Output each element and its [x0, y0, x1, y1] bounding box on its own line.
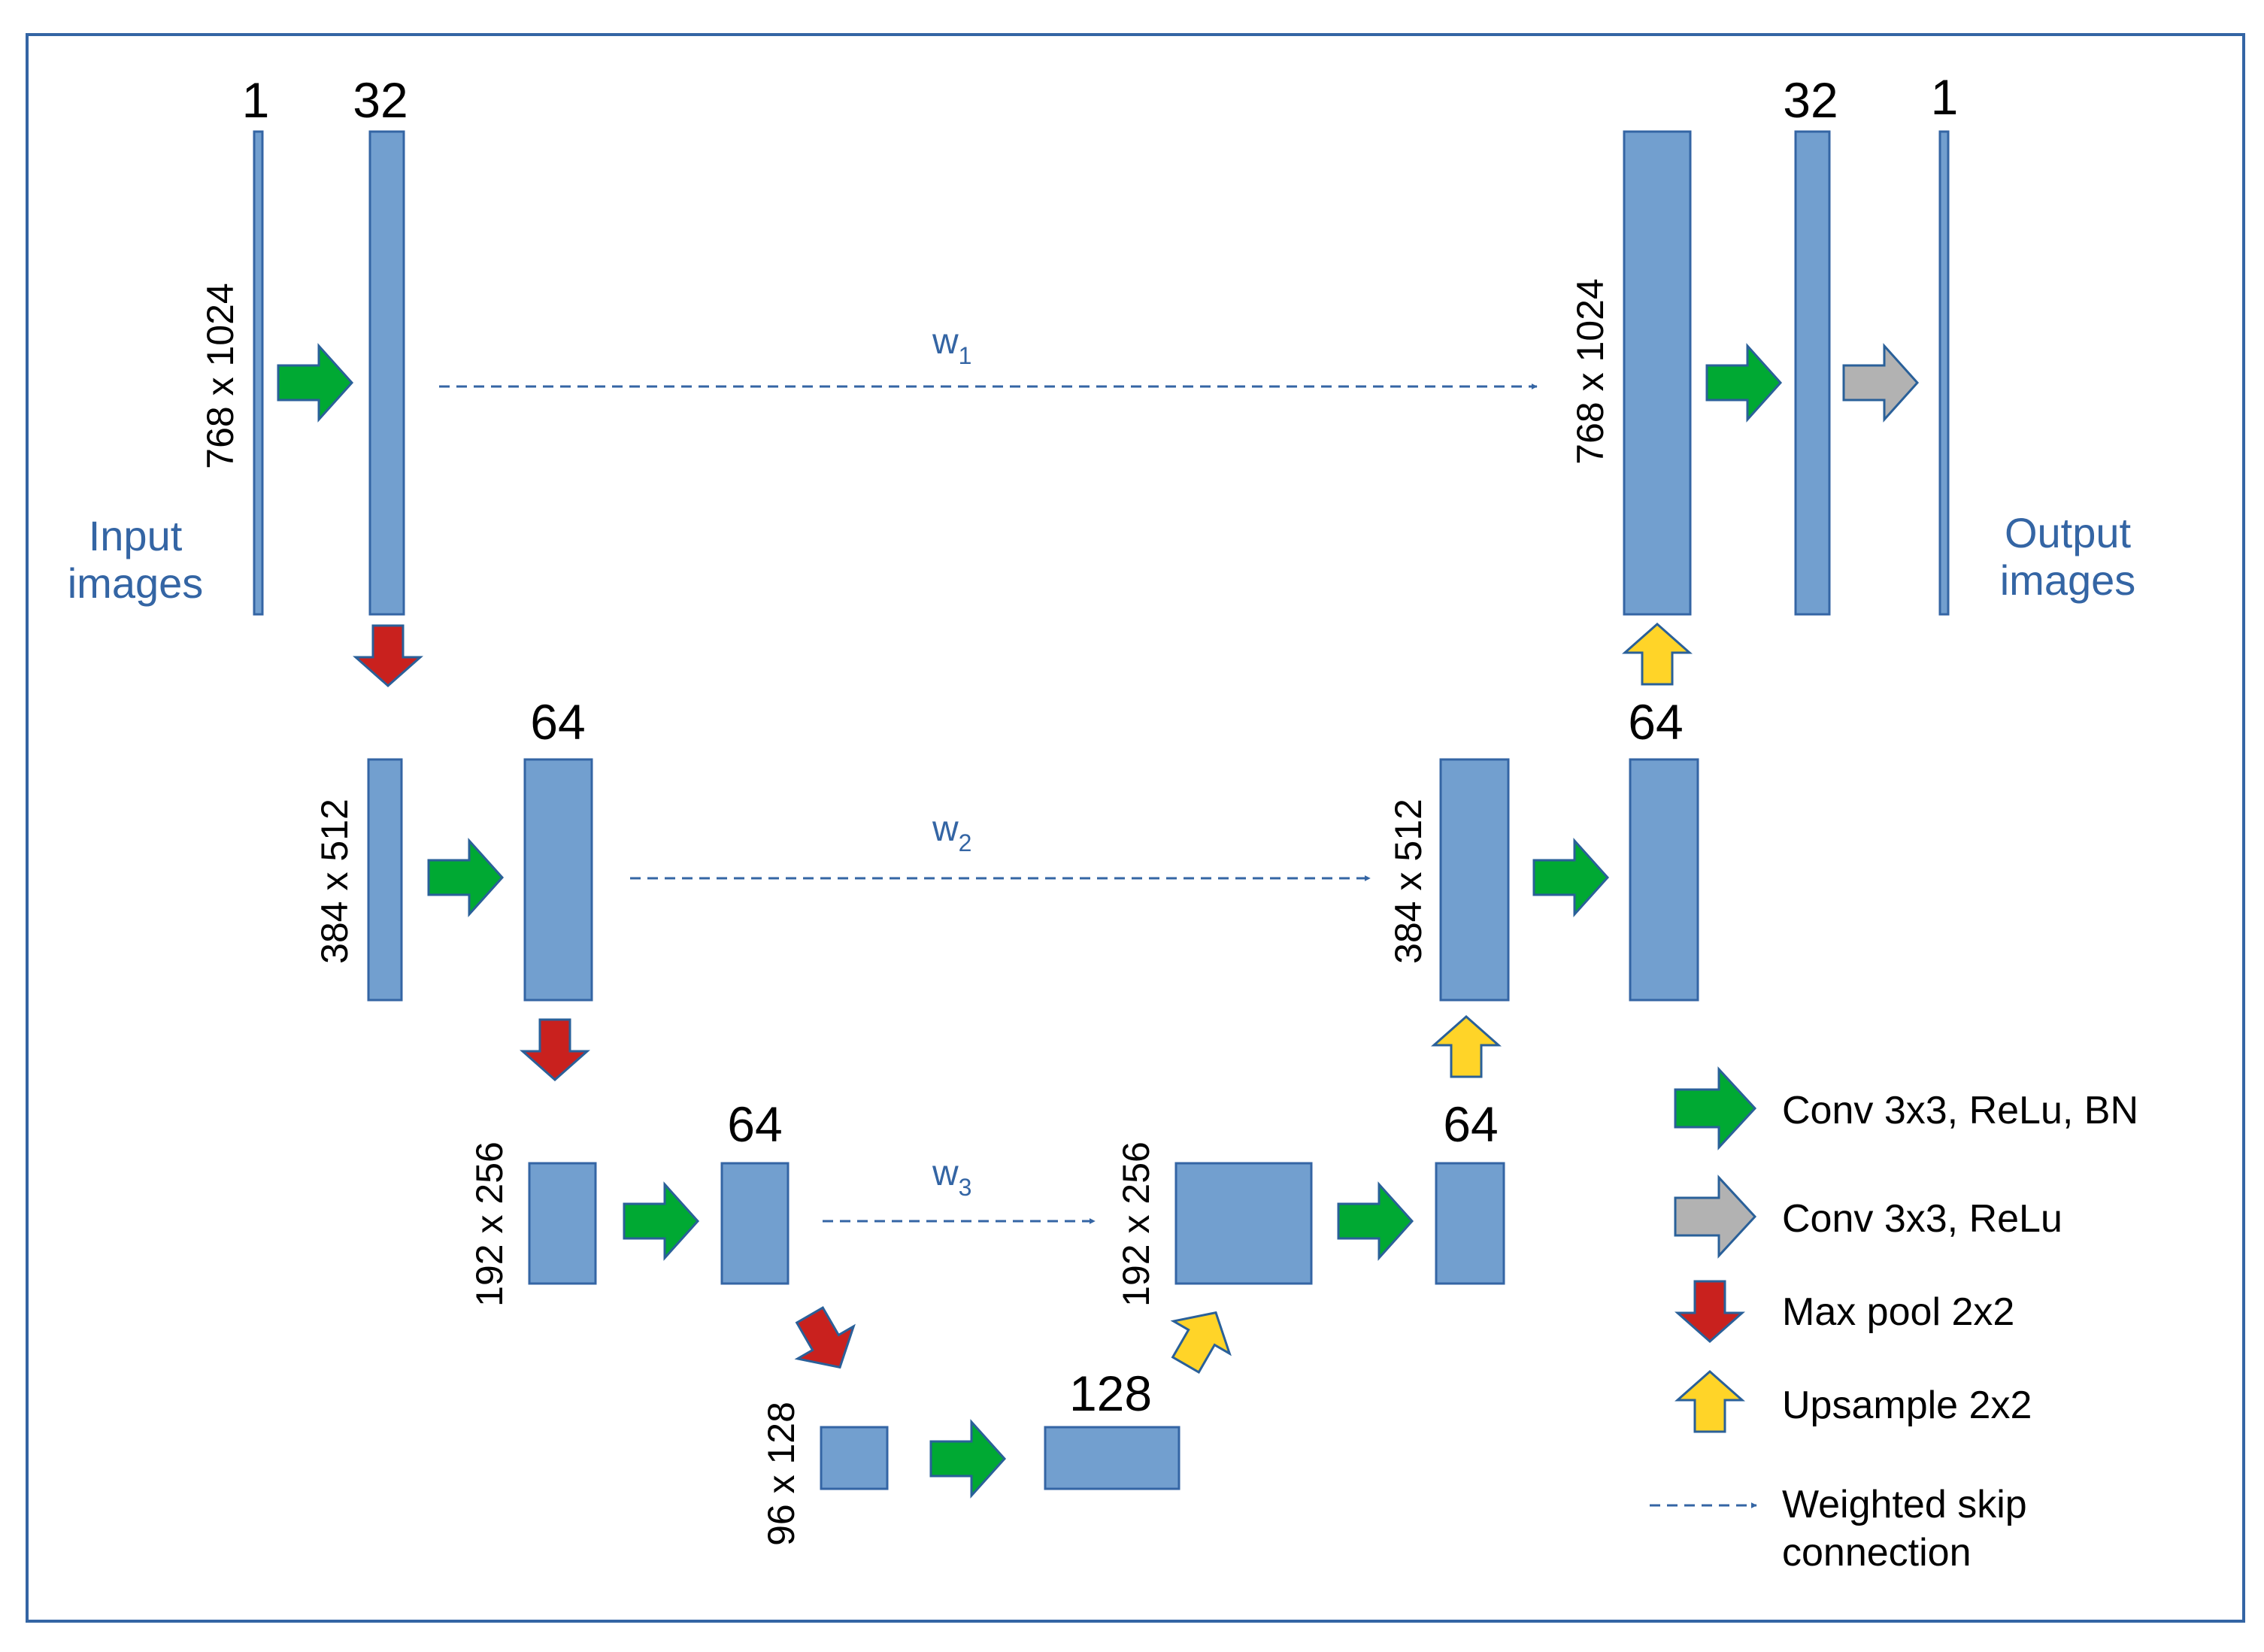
block-output-1ch	[1938, 130, 1950, 616]
skip-weight-3: w3	[932, 1153, 971, 1201]
block-pool3	[820, 1426, 889, 1490]
block-enc3-64ch	[720, 1162, 790, 1285]
label-output-line1: Output	[2005, 509, 2132, 556]
legend-conv-bn-label: Conv 3x3, ReLu, BN	[1782, 1089, 2138, 1132]
label-channels-1-left: 1	[242, 72, 270, 128]
skip-weight-1-base: w	[932, 322, 959, 362]
label-input-line1: Input	[89, 512, 183, 559]
skip-weight-1: w1	[932, 322, 971, 369]
conv-arrow-l1-enc	[277, 343, 354, 423]
block-input-1ch	[253, 130, 264, 616]
legend-maxpool-icon	[1675, 1280, 1745, 1344]
skip-weight-2-sub: 2	[959, 829, 972, 856]
block-up3-concat	[1174, 1162, 1313, 1285]
skip-weight-2-base: w	[932, 809, 959, 849]
block-up1-concat	[1623, 130, 1692, 616]
label-dim-l2-right: 384 x 512	[1387, 799, 1429, 964]
legend-maxpool-label: Max pool 2x2	[1782, 1290, 2014, 1334]
label-channels-64-r2: 64	[1628, 694, 1683, 750]
label-channels-64-l2: 64	[530, 694, 585, 750]
label-channels-64-r3: 64	[1443, 1096, 1498, 1152]
label-output-line2: images	[2000, 556, 2136, 604]
legend-upsample-label: Upsample 2x2	[1782, 1384, 2032, 1427]
label-channels-64-l3: 64	[727, 1096, 782, 1152]
maxpool-arrow-1	[353, 624, 423, 688]
label-dim-l1-left: 768 x 1024	[199, 283, 241, 468]
block-dec3-64ch	[1435, 1162, 1505, 1285]
block-up2-concat	[1439, 758, 1510, 1002]
legend-upsample-icon	[1675, 1369, 1745, 1433]
label-channels-32-right: 32	[1783, 72, 1838, 128]
block-dec2-64ch	[1629, 758, 1699, 1002]
block-enc1-32ch	[368, 130, 405, 616]
label-channels-1-right: 1	[1931, 69, 1959, 125]
conv-arrow-l2-dec	[1532, 838, 1610, 917]
legend-skip-label-line1: Weighted skip	[1782, 1483, 2027, 1526]
block-bottleneck-128ch	[1044, 1426, 1180, 1490]
label-dim-l4: 96 x 128	[760, 1402, 802, 1546]
label-dim-l2-left: 384 x 512	[314, 799, 356, 964]
skip-weight-1-sub: 1	[959, 342, 972, 369]
block-pool2	[528, 1162, 597, 1285]
maxpool-arrow-2	[520, 1018, 590, 1082]
upsample-arrow-2	[1431, 1014, 1502, 1078]
conv-arrow-l3-enc	[623, 1181, 700, 1261]
skip-weight-3-sub: 3	[959, 1174, 972, 1201]
label-input-line2: images	[68, 559, 204, 607]
skip-weight-3-base: w	[932, 1153, 959, 1193]
block-dec1-32ch	[1794, 130, 1831, 616]
conv-arrow-l2-enc	[427, 838, 505, 917]
conv-arrow-l1-dec	[1705, 343, 1783, 423]
skip-weight-2: w2	[932, 809, 971, 856]
label-dim-l3-left: 192 x 256	[468, 1141, 511, 1307]
label-channels-32-left: 32	[353, 72, 408, 128]
label-dim-l3-right: 192 x 256	[1115, 1141, 1157, 1307]
upsample-arrow-1	[1622, 622, 1693, 686]
legend-conv-label: Conv 3x3, ReLu	[1782, 1197, 2062, 1241]
legend-conv-icon	[1674, 1175, 1757, 1259]
upsample-arrow-3	[1170, 1311, 1232, 1374]
legend-skip-label-line2: connection	[1782, 1531, 1972, 1575]
block-enc2-64ch	[523, 758, 593, 1002]
legend-conv-bn-icon	[1674, 1066, 1757, 1150]
label-channels-128: 128	[1069, 1366, 1152, 1421]
block-pool1	[367, 758, 403, 1002]
conv-arrow-l3-dec	[1337, 1181, 1414, 1261]
maxpool-arrow-3	[794, 1306, 856, 1369]
legend: Conv 3x3, ReLu, BN Conv 3x3, ReLu Max po…	[1650, 1066, 2138, 1575]
conv-relu-arrow-output	[1842, 343, 1920, 423]
label-dim-l1-right: 768 x 1024	[1569, 278, 1611, 464]
conv-arrow-l4	[929, 1419, 1007, 1499]
